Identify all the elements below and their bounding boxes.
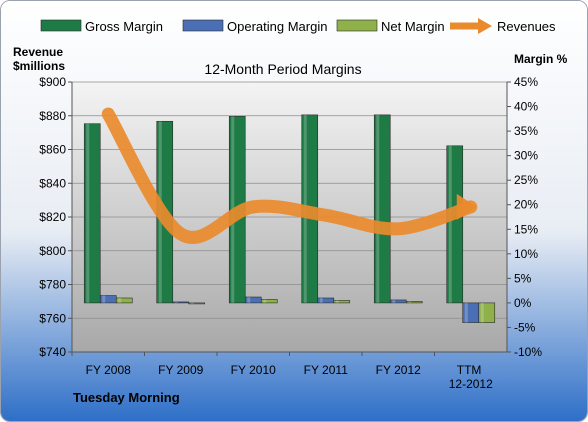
bar-highlight xyxy=(102,295,106,303)
bar-highlight xyxy=(118,298,122,303)
category-label: FY 2011 xyxy=(304,363,349,377)
chart-title: 12-Month Period Margins xyxy=(204,61,361,77)
revenue-arrowhead xyxy=(456,193,477,220)
bar-highlight xyxy=(376,114,380,303)
legend: Gross Margin Operating Margin Net Margin Re… xyxy=(40,18,556,34)
right-axis-title: Margin % xyxy=(514,52,568,66)
legend-swatch-gross-margin xyxy=(40,19,82,32)
right-tick-label: 25% xyxy=(514,173,538,187)
bar-highlight xyxy=(448,145,452,303)
legend-arrow-icon xyxy=(478,18,492,34)
bar-net-margin xyxy=(260,299,278,304)
bar-highlight xyxy=(86,123,90,303)
right-tick-label: 15% xyxy=(514,222,538,236)
bar-highlight xyxy=(392,299,396,303)
right-tick-label: -10% xyxy=(514,345,542,359)
left-tick-label: $740 xyxy=(39,345,66,359)
category-label: FY 2009 xyxy=(158,363,203,377)
left-tick-label: $880 xyxy=(39,109,66,123)
left-tick-label: $860 xyxy=(39,143,66,157)
legend-label: Revenues xyxy=(497,19,556,34)
right-tick-label: 20% xyxy=(514,198,538,212)
legend-swatch-net-margin xyxy=(336,19,378,32)
bar-highlight xyxy=(263,299,267,303)
bar-net-margin xyxy=(333,300,351,304)
left-tick-label: $840 xyxy=(39,176,66,190)
legend-label: Operating Margin xyxy=(227,19,327,34)
bar-highlight xyxy=(319,298,323,303)
right-tick-label: 0% xyxy=(514,296,532,310)
legend-label: Net Margin xyxy=(381,19,445,34)
left-tick-label: $760 xyxy=(39,311,66,325)
right-tick-label: 10% xyxy=(514,247,538,261)
category-label: FY 2008 xyxy=(86,363,131,377)
bar-operating-margin xyxy=(172,301,190,304)
legend-label: Gross Margin xyxy=(85,19,163,34)
company-name: Tuesday Morning xyxy=(73,390,180,405)
bar-net-margin xyxy=(405,301,423,304)
bar-highlight xyxy=(335,300,339,303)
right-tick-label: 5% xyxy=(514,271,532,285)
bar-gross-margin xyxy=(83,123,101,304)
bar-highlight xyxy=(408,301,412,303)
right-tick-label: 35% xyxy=(514,124,538,138)
category-label: FY 2010 xyxy=(231,363,276,377)
axes: $740 $760 $780 $800 $820 $840 $860 $880 $900 -10%… xyxy=(39,75,542,391)
left-tick-label: $800 xyxy=(39,244,66,258)
left-tick-label: $900 xyxy=(39,75,66,89)
bar-net-margin xyxy=(115,297,133,304)
bar-highlight xyxy=(464,302,468,323)
right-tick-label: 30% xyxy=(514,149,538,163)
left-axis-title-line1: Revenue xyxy=(13,45,63,59)
bar-highlight xyxy=(480,302,484,323)
bar-net-margin xyxy=(188,302,206,305)
revenue-line xyxy=(101,107,478,244)
left-tick-label: $780 xyxy=(39,278,66,292)
bar-highlight xyxy=(174,301,178,303)
bar-highlight xyxy=(247,297,251,303)
right-tick-label: 45% xyxy=(514,75,538,89)
legend-swatch-operating-margin xyxy=(182,19,224,32)
bar-gross-margin xyxy=(373,114,391,304)
category-label: FY 2012 xyxy=(376,363,421,377)
right-tick-label: 40% xyxy=(514,100,538,114)
line-series-group xyxy=(101,107,478,244)
bar-highlight xyxy=(190,302,194,304)
category-label: TTM 12-2012 xyxy=(449,363,493,391)
bar-net-margin xyxy=(478,302,496,323)
left-axis-title-line2: $millions xyxy=(13,59,65,73)
bar-gross-margin xyxy=(446,145,464,304)
right-tick-label: -5% xyxy=(514,320,536,334)
left-tick-label: $820 xyxy=(39,210,66,224)
